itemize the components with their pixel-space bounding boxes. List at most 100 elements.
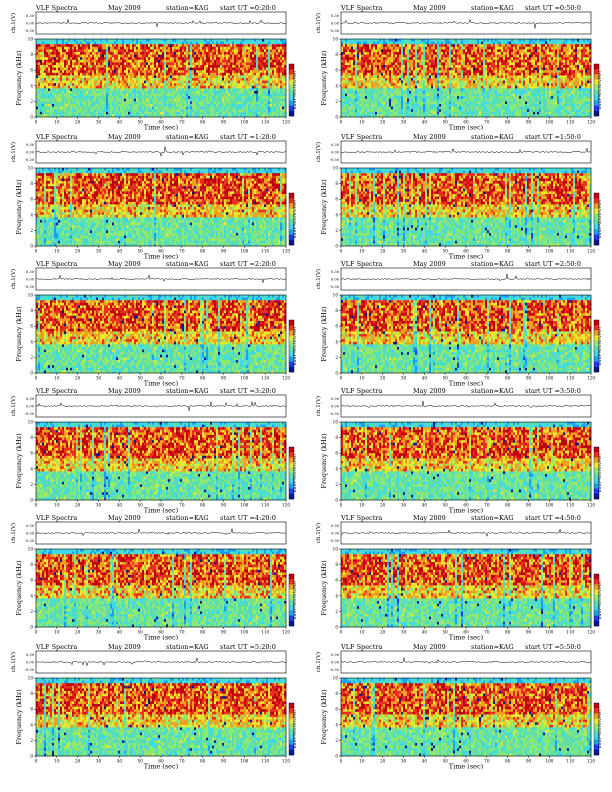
waveform-line	[340, 273, 592, 282]
panel-start-time: start UT =5:20:0	[220, 643, 276, 651]
colorbar-swatch	[594, 208, 599, 215]
x-tick-label: 90	[526, 503, 532, 508]
x-tick-label: 70	[179, 376, 185, 381]
colorbar-label: log(PSD)(V/√Hz)	[597, 71, 602, 110]
colorbar-swatch	[289, 615, 294, 622]
y-tick-label: 10	[28, 420, 34, 425]
frequency-y-axis: 10 8 6 4 2 0	[28, 166, 36, 249]
panel-date: May 2009	[413, 514, 446, 522]
y-tick-label: 0	[30, 244, 33, 249]
waveform-tick-label: -0.30	[330, 539, 340, 543]
colorbar-frame	[288, 63, 295, 117]
y-tick-label: 4	[335, 212, 338, 217]
y-tick-label: 8	[335, 562, 338, 567]
x-tick-label: 90	[526, 759, 532, 764]
x-tick-label: 60	[158, 249, 164, 254]
waveform-y-label: ch.1(V)	[315, 396, 322, 416]
colorbar-swatch	[289, 84, 294, 91]
x-tick-label: 30	[96, 759, 102, 764]
x-tick-label: 120	[587, 120, 595, 125]
y-tick-label: 4	[30, 722, 33, 727]
x-tick-label: 80	[200, 376, 206, 381]
colorbar-label: log(PSD)(V/√Hz)	[292, 327, 297, 366]
colorbar-label: log(PSD)(V/√Hz)	[292, 71, 297, 110]
waveform-tick-label: -0.30	[25, 539, 35, 543]
colorbar-swatch	[594, 203, 599, 209]
y-tick-label: 10	[333, 293, 339, 298]
y-tick-label: 4	[335, 83, 338, 88]
x-tick-label: 0	[340, 249, 343, 254]
x-tick-label: 90	[221, 503, 227, 508]
waveform-tick-label: 0.30	[26, 270, 35, 274]
panel-header: VLF Spectra May 2009 station=KAG start UT =…	[35, 643, 276, 651]
colorbar-swatch	[289, 335, 294, 342]
frequency-y-axis: 10 8 6 4 2 0	[333, 547, 341, 630]
y-tick-label: 10	[333, 37, 339, 42]
colorbar-swatch	[289, 198, 294, 204]
colorbar-swatch	[594, 234, 599, 241]
time-x-label: Time (sec)	[449, 253, 484, 260]
y-tick-label: 6	[30, 324, 33, 329]
x-tick-label: 90	[526, 249, 532, 254]
time-x-label: Time (sec)	[144, 763, 179, 770]
y-tick-label: 8	[30, 52, 33, 57]
x-tick-label: 80	[505, 630, 511, 635]
colorbar-swatch	[289, 739, 294, 745]
x-tick-label: 70	[484, 120, 490, 125]
waveform-tick-label: 0.00	[331, 532, 340, 536]
x-tick-label: 10	[54, 120, 60, 125]
colorbar-swatch	[289, 723, 294, 730]
time-x-axis: 0 10 20 30 40 50 60 70 80 90 100 110 120	[35, 627, 290, 635]
colorbar-swatch	[594, 361, 599, 368]
x-tick-label: 100	[240, 120, 248, 125]
colorbar-swatch	[594, 447, 599, 453]
x-tick-label: 120	[587, 630, 595, 635]
colorbar-swatch	[594, 340, 599, 347]
x-tick-label: 50	[442, 759, 448, 764]
x-tick-label: 120	[587, 249, 595, 254]
y-tick-label: 2	[335, 609, 338, 614]
colorbar-swatch	[594, 84, 599, 91]
x-tick-label: 120	[282, 249, 290, 254]
y-tick-label: 2	[30, 738, 33, 743]
spectrogram-panel: VLF Spectra May 2009 station=KAG start UT =…	[10, 260, 297, 386]
colorbar-swatch	[289, 483, 294, 489]
waveform-tick-label: -0.30	[25, 158, 35, 162]
frequency-y-label: Frequency (kHz)	[320, 179, 328, 235]
colorbar-swatch	[594, 213, 599, 220]
colorbar-swatch	[594, 198, 599, 204]
spectrogram-image	[36, 39, 287, 118]
spectrogram-panel: VLF Spectra May 2009 station=KAG start UT =…	[315, 133, 601, 260]
colorbar-swatch	[289, 330, 294, 336]
x-tick-label: 40	[117, 249, 123, 254]
panel-station: station=KAG	[166, 514, 209, 522]
x-tick-label: 40	[422, 503, 428, 508]
x-tick-label: 20	[380, 376, 386, 381]
y-tick-label: 2	[335, 228, 338, 233]
y-tick-label: 8	[30, 435, 33, 440]
y-tick-label: 6	[30, 451, 33, 456]
x-tick-label: 60	[463, 759, 469, 764]
x-tick-label: 50	[137, 630, 143, 635]
waveform-tick-label: 0.30	[26, 524, 35, 528]
colorbar-swatch	[289, 584, 294, 590]
colorbar-swatch	[289, 346, 294, 352]
panel-header: VLF Spectra May 2009 station=KAG start UT =…	[340, 133, 581, 141]
colorbar-swatch	[289, 579, 294, 585]
x-tick-label: 100	[240, 249, 248, 254]
x-tick-label: 10	[359, 759, 365, 764]
colorbar-swatch	[594, 600, 599, 606]
colorbar-swatch	[289, 708, 294, 714]
frequency-y-label: Frequency (kHz)	[320, 689, 328, 745]
x-tick-label: 70	[484, 759, 490, 764]
frequency-y-label: Frequency (kHz)	[15, 50, 23, 106]
x-tick-label: 40	[117, 120, 123, 125]
x-tick-label: 20	[75, 630, 81, 635]
time-x-label: Time (sec)	[449, 634, 484, 641]
y-tick-label: 6	[335, 68, 338, 73]
panel-header: VLF Spectra May 2009 station=KAG start UT =…	[35, 387, 276, 395]
panel-title: VLF Spectra	[35, 514, 77, 522]
colorbar-swatch	[594, 335, 599, 342]
colorbar-swatch	[594, 452, 599, 458]
waveform-y-ticks: 0.30 0.00 -0.30	[330, 143, 340, 162]
